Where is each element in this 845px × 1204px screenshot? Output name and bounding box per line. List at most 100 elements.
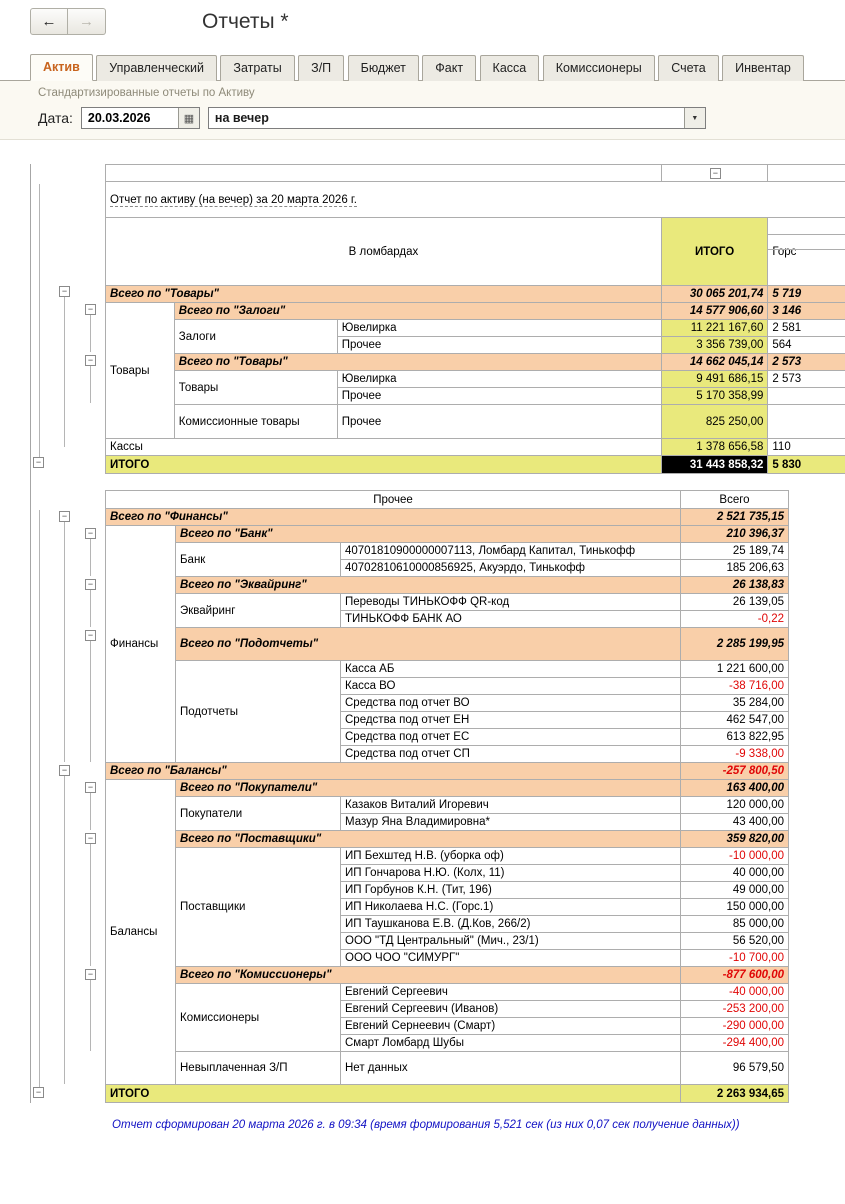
item-cell[interactable]: ТИНЬКОФФ БАНК АО [340,610,681,628]
collapse-columns-icon[interactable]: − [709,168,721,179]
item-cell[interactable]: Евгений Сергеевич [340,983,681,1001]
group-cell[interactable]: Эквайринг [175,593,341,628]
subtotal-value[interactable]: 14 662 045,14 [660,353,769,371]
subtotal-label[interactable]: Всего по "Комиссионеры" [175,966,681,984]
subtotal-label[interactable]: Всего по "Банк" [175,525,681,543]
value-cell[interactable]: 11 221 167,60 [660,319,769,337]
collapse-group-icon[interactable]: − [85,782,96,793]
tab-scheta[interactable]: Счета [658,55,719,81]
subtotal-label[interactable]: Всего по "Залоги" [173,302,662,320]
item-cell[interactable]: Переводы ТИНЬКОФФ QR-код [340,593,681,611]
item-cell[interactable]: Средства под отчет ЕС [340,728,681,746]
column-header-total[interactable]: ИТОГО [660,217,769,286]
grand-total-value[interactable]: 2 263 934,65 [680,1084,789,1103]
collapse-group-icon[interactable]: − [85,630,96,641]
item-cell[interactable]: Прочее [336,404,662,439]
subtotal-value[interactable]: -877 600,00 [680,966,789,984]
subtotal-label[interactable]: Всего по "Поставщики" [175,830,681,848]
collapse-group-icon[interactable]: − [85,579,96,590]
subtotal-value[interactable]: 26 138,83 [680,576,789,594]
subtotal-label[interactable]: Всего по "Финансы" [105,508,681,526]
subtotal-label[interactable]: Всего по "Балансы" [105,762,681,780]
subtotal-partial[interactable]: 3 146 [767,302,845,320]
item-cell[interactable]: ИП Горбунов К.Н. (Тит, 196) [340,881,681,899]
item-cell[interactable]: Кассы [105,438,662,456]
subtotal-value[interactable]: 30 065 201,74 [660,285,769,303]
item-cell[interactable]: ООО ЧОО "СИМУРГ" [340,949,681,967]
collapse-group-icon[interactable]: − [85,833,96,844]
calendar-button[interactable]: ▦ [177,108,199,128]
column-header-total[interactable]: Всего [680,490,789,509]
subtotal-value[interactable]: 14 577 906,60 [660,302,769,320]
subtotal-partial[interactable]: 5 719 [767,285,845,303]
value-cell[interactable]: 9 491 686,15 [660,370,769,388]
item-cell[interactable]: Средства под отчет ЕН [340,711,681,729]
item-cell[interactable]: Касса АБ [340,660,681,678]
collapse-group-icon[interactable]: − [85,528,96,539]
value-cell[interactable]: 26 139,05 [680,593,789,611]
tab-byudzhet[interactable]: Бюджет [347,55,419,81]
tab-inventar[interactable]: Инвентар [722,55,804,81]
item-cell[interactable]: Евгений Сернеевич (Смарт) [340,1017,681,1035]
date-input[interactable] [81,108,178,128]
value-cell[interactable]: -290 000,00 [680,1017,789,1035]
item-cell[interactable]: Ювелирка [336,370,662,388]
column-header-partial[interactable]: Горс [767,217,845,286]
item-cell[interactable]: ООО "ТД Центральный" (Мич., 23/1) [340,932,681,950]
group-cell[interactable]: Товары [173,370,338,405]
value-cell[interactable]: 1 378 656,58 [660,438,769,456]
item-cell[interactable]: Прочее [336,387,662,405]
value-cell[interactable]: 120 000,00 [680,796,789,814]
item-cell[interactable]: ИП Бехштед Н.В. (уборка оф) [340,847,681,865]
item-cell[interactable]: Средства под отчет ВО [340,694,681,712]
item-cell[interactable]: Казаков Виталий Игоревич [340,796,681,814]
item-cell[interactable]: Средства под отчет СП [340,745,681,763]
value-cell[interactable]: -294 400,00 [680,1034,789,1052]
collapse-group-icon[interactable]: − [85,355,96,366]
value-cell[interactable]: 462 547,00 [680,711,789,729]
value-cell[interactable]: -10 700,00 [680,949,789,967]
period-dropdown-button[interactable]: ▼ [683,108,705,128]
group-cell[interactable]: Финансы [105,525,176,763]
value-cell[interactable]: -253 200,00 [680,1000,789,1018]
group-cell[interactable]: Балансы [105,779,176,1085]
collapse-group-icon[interactable]: − [59,511,70,522]
item-cell[interactable]: 40702810610000856925, Акуэрдо, Тинькофф [340,559,681,577]
value-cell[interactable]: -38 716,00 [680,677,789,695]
grand-total-label[interactable]: ИТОГО [105,455,662,474]
collapse-group-icon[interactable]: − [85,304,96,315]
collapse-group-icon[interactable]: − [59,765,70,776]
value-cell[interactable]: 43 400,00 [680,813,789,831]
period-select[interactable]: на вечер ▼ [207,107,706,129]
subtotal-value[interactable]: -257 800,50 [680,762,789,780]
subtotal-partial[interactable]: 2 573 [767,353,845,371]
partial-value-cell[interactable]: 564 [767,336,845,354]
value-cell[interactable]: 1 221 600,00 [680,660,789,678]
value-cell[interactable]: -10 000,00 [680,847,789,865]
value-cell[interactable]: 96 579,50 [680,1051,789,1085]
subtotal-value[interactable]: 210 396,37 [680,525,789,543]
tab-zatraty[interactable]: Затраты [220,55,295,81]
partial-value-cell[interactable]: 2 573 [767,370,845,388]
item-cell[interactable]: Евгений Сергеевич (Иванов) [340,1000,681,1018]
value-cell[interactable]: 150 000,00 [680,898,789,916]
collapse-total-icon[interactable]: − [33,1087,44,1098]
forward-button[interactable]: → [68,8,106,35]
group-cell[interactable]: Товары [105,302,175,439]
value-cell[interactable]: 825 250,00 [660,404,769,439]
column-header-group[interactable]: В ломбардах [105,217,662,286]
column-header-group[interactable]: Прочее [105,490,681,509]
value-cell[interactable]: 5 170 358,99 [660,387,769,405]
value-cell[interactable]: 85 000,00 [680,915,789,933]
value-cell[interactable]: 56 520,00 [680,932,789,950]
group-cell[interactable]: Комиссионные товары [173,404,338,439]
tab-kassa[interactable]: Касса [479,55,540,81]
grand-total-value[interactable]: 31 443 858,32 [660,455,769,474]
subtotal-label[interactable]: Всего по "Товары" [105,285,662,303]
item-cell[interactable]: 40701810900000007113, Ломбард Капитал, Т… [340,542,681,560]
value-cell[interactable]: 3 356 739,00 [660,336,769,354]
item-cell[interactable]: ИП Гончарова Н.Ю. (Колх, 11) [340,864,681,882]
back-button[interactable]: ← [30,8,68,35]
item-cell[interactable]: Касса ВО [340,677,681,695]
grand-total-label[interactable]: ИТОГО [105,1084,681,1103]
